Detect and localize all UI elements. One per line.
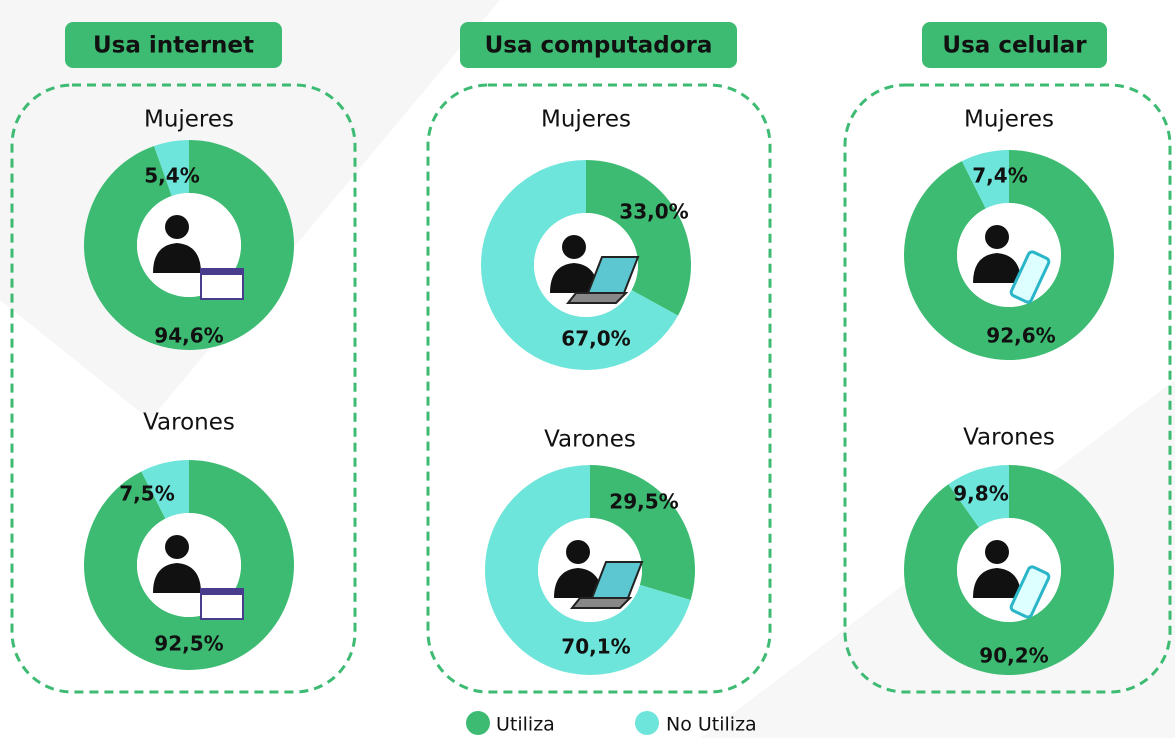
value-label: 9,8% — [953, 482, 1008, 506]
person-body — [973, 568, 1021, 598]
value-label: 7,5% — [119, 482, 174, 506]
person-head — [562, 235, 586, 259]
value-label: 7,4% — [972, 164, 1027, 188]
laptop-base — [565, 292, 629, 304]
donut-segment — [154, 140, 189, 196]
legend-swatch — [635, 711, 659, 735]
chart-subtitle: Mujeres — [541, 107, 631, 133]
person-body — [973, 253, 1021, 283]
value-label: 90,2% — [979, 644, 1048, 668]
donut-segment — [485, 465, 691, 675]
legend-label: No Utiliza — [666, 714, 757, 736]
person-head — [165, 215, 189, 239]
value-label: 94,6% — [154, 324, 223, 348]
laptop-base — [569, 597, 633, 609]
chart-subtitle: Varones — [544, 427, 636, 453]
legend-swatch — [466, 711, 490, 735]
chart-subtitle: Mujeres — [964, 107, 1054, 133]
chart-subtitle: Varones — [143, 410, 235, 436]
person-body — [550, 263, 598, 293]
person-head — [165, 535, 189, 559]
panel-title: Usa internet — [93, 33, 254, 59]
donut-segment — [481, 159, 679, 370]
panel-border — [843, 83, 1172, 694]
value-label: 29,5% — [609, 490, 678, 514]
value-label: 33,0% — [619, 200, 688, 224]
donut-segment — [590, 465, 695, 601]
value-label: 67,0% — [561, 327, 630, 351]
person-body — [153, 243, 201, 273]
value-label: 92,5% — [154, 632, 223, 656]
donut-segment — [141, 460, 189, 519]
chart-subtitle: Mujeres — [144, 107, 234, 133]
panel-border — [426, 83, 772, 694]
browser-bar — [201, 269, 243, 275]
browser-bar — [201, 589, 243, 595]
person-head — [985, 225, 1009, 249]
person-head — [566, 540, 590, 564]
panel-title-pill — [65, 22, 282, 68]
panel-title-pill — [460, 22, 737, 68]
person-body — [554, 568, 602, 598]
donut-segment — [948, 465, 1009, 528]
donut-segment — [904, 150, 1114, 360]
donut-hole — [957, 518, 1061, 622]
donut-segment — [904, 465, 1114, 676]
phone-icon — [1009, 250, 1051, 304]
phone-icon — [1009, 565, 1051, 619]
donut-segment — [961, 150, 1009, 209]
panel-border — [10, 83, 357, 694]
value-label: 5,4% — [144, 164, 199, 188]
donut-segment — [586, 160, 692, 316]
chart-subtitle: Varones — [963, 425, 1055, 451]
legend-label: Utiliza — [496, 714, 555, 736]
donut-hole — [957, 203, 1061, 307]
panel-title-pill — [922, 22, 1107, 68]
person-body — [153, 563, 201, 593]
person-head — [985, 540, 1009, 564]
panel-title: Usa celular — [942, 33, 1087, 59]
panel-title: Usa computadora — [485, 33, 713, 59]
value-label: 92,6% — [986, 324, 1055, 348]
value-label: 70,1% — [561, 635, 630, 659]
